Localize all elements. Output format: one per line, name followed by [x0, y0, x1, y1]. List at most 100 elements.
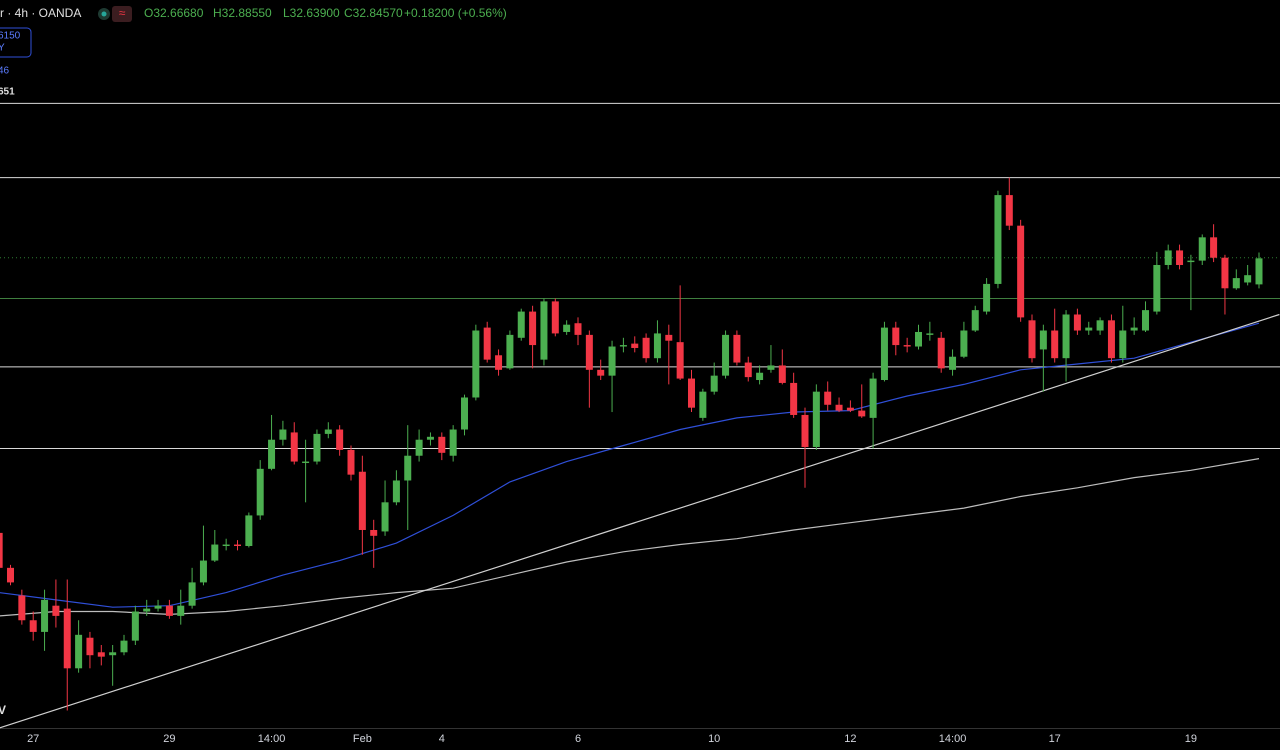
candle-body	[926, 333, 934, 335]
candle-body	[574, 323, 582, 335]
candle-body	[0, 532, 3, 568]
candle-body	[563, 324, 571, 332]
candle-body	[1062, 314, 1070, 359]
candle-body	[1153, 264, 1161, 312]
candle-body	[1164, 250, 1172, 265]
candle-body	[551, 301, 559, 334]
candle-body	[778, 365, 786, 383]
x-tick-label: 29	[163, 733, 175, 745]
candle-body	[347, 449, 355, 475]
x-tick-label: 4	[439, 733, 445, 745]
candle-body	[733, 334, 741, 363]
candle-body	[165, 605, 173, 616]
price-box[interactable]	[0, 27, 32, 58]
candle-body	[994, 195, 1002, 284]
candle-body	[812, 391, 820, 447]
candle-body	[86, 637, 94, 656]
candle-body	[7, 567, 14, 583]
candle-body	[268, 439, 276, 469]
candle-body	[302, 461, 310, 464]
candle-body	[461, 397, 468, 430]
candle-body	[41, 599, 49, 632]
candle-body	[234, 544, 241, 546]
moving-average	[0, 458, 1260, 617]
candle-body	[653, 333, 661, 359]
candle-body	[483, 327, 491, 360]
candle-body	[324, 429, 332, 434]
white-value: 651	[0, 87, 15, 98]
x-tick-label: Feb	[353, 733, 372, 745]
candle-body	[18, 595, 26, 621]
candle-body	[585, 334, 593, 370]
trend-line	[0, 313, 1280, 729]
candle-body	[63, 608, 71, 669]
candle-body	[211, 544, 219, 561]
candle-body	[75, 634, 83, 669]
candle-body	[222, 544, 230, 546]
ohlc-close: C32.84570	[344, 6, 403, 20]
candle-body	[177, 605, 185, 616]
corner-label: V	[0, 703, 6, 717]
candle-body	[199, 560, 207, 583]
candle-body	[915, 331, 922, 347]
x-tick-label: 19	[1185, 733, 1197, 745]
candle-body	[1005, 195, 1013, 226]
candle-body	[756, 372, 764, 381]
candle-body	[892, 327, 900, 346]
candle-body	[665, 334, 673, 341]
blue-value: 46	[0, 66, 10, 77]
candle-body	[846, 407, 854, 411]
candle-body	[370, 529, 378, 536]
x-tick-label: 14:00	[939, 733, 967, 745]
candle-body	[824, 391, 832, 405]
candle-body	[279, 429, 287, 440]
candle-body	[1017, 225, 1025, 318]
candle-body	[506, 334, 514, 369]
candle-body	[540, 301, 548, 360]
candle-body	[438, 436, 446, 453]
status-dot	[101, 11, 107, 17]
ohlc-open: O32.66680	[144, 6, 204, 20]
candle-body	[642, 337, 650, 359]
candle-body	[676, 342, 684, 379]
candle-body	[1198, 237, 1206, 261]
candle-body	[517, 311, 525, 338]
x-tick-label: 27	[27, 733, 39, 745]
symbol-title: r · 4h · OANDA	[0, 6, 81, 20]
candle-body	[472, 330, 480, 398]
candle-body	[971, 310, 979, 331]
ohlc-low: L32.63900	[283, 6, 340, 20]
candle-body	[597, 369, 605, 376]
candle-body	[1221, 257, 1229, 289]
candle-body	[1130, 327, 1138, 331]
candle-body	[722, 334, 730, 376]
box-sub: Y	[0, 43, 5, 54]
candle-body	[1028, 320, 1036, 359]
x-tick-label: 12	[844, 733, 856, 745]
candle-body	[744, 362, 752, 378]
candle-body	[495, 355, 503, 370]
indicator-toggle[interactable]	[112, 6, 132, 22]
candle-body	[404, 455, 412, 481]
candle-body	[949, 356, 957, 370]
candle-body	[52, 605, 60, 616]
candle-body	[688, 378, 695, 408]
candle-body	[790, 382, 798, 415]
candle-body	[960, 330, 968, 357]
candle-body	[699, 391, 707, 418]
candle-body	[290, 432, 298, 462]
candle-body	[858, 410, 866, 417]
moving-average	[0, 322, 1260, 608]
candle-body	[358, 471, 366, 530]
candle-body	[869, 378, 877, 418]
candle-body	[1232, 278, 1240, 289]
candle-body	[1187, 260, 1195, 263]
candle-body	[880, 327, 888, 381]
candle-body	[619, 345, 627, 347]
candle-body	[1210, 237, 1218, 258]
candle-body	[835, 404, 843, 411]
candle-body	[109, 652, 117, 656]
